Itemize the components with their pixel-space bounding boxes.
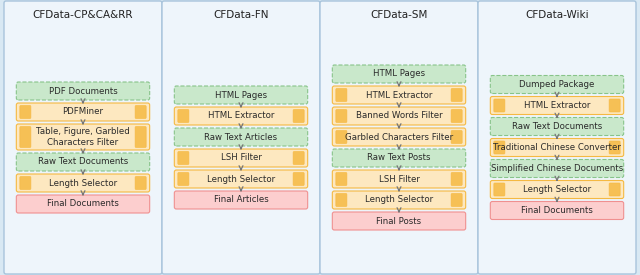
Text: PDFMiner: PDFMiner bbox=[63, 108, 104, 117]
Text: HTML Pages: HTML Pages bbox=[373, 70, 425, 78]
Text: HTML Pages: HTML Pages bbox=[215, 90, 267, 100]
FancyBboxPatch shape bbox=[178, 172, 189, 186]
FancyBboxPatch shape bbox=[478, 1, 636, 274]
FancyBboxPatch shape bbox=[490, 117, 623, 136]
Text: CFData-CP&CA&RR: CFData-CP&CA&RR bbox=[33, 10, 133, 20]
FancyBboxPatch shape bbox=[174, 107, 308, 125]
Text: Raw Text Documents: Raw Text Documents bbox=[512, 122, 602, 131]
FancyBboxPatch shape bbox=[609, 99, 620, 112]
FancyBboxPatch shape bbox=[494, 183, 505, 196]
FancyBboxPatch shape bbox=[451, 131, 462, 144]
FancyBboxPatch shape bbox=[320, 1, 478, 274]
FancyBboxPatch shape bbox=[332, 191, 466, 209]
Text: Raw Text Documents: Raw Text Documents bbox=[38, 158, 128, 166]
FancyBboxPatch shape bbox=[332, 149, 466, 167]
FancyBboxPatch shape bbox=[293, 172, 304, 186]
FancyBboxPatch shape bbox=[17, 103, 150, 121]
FancyBboxPatch shape bbox=[490, 180, 623, 199]
FancyBboxPatch shape bbox=[20, 177, 31, 189]
Text: Length Selector: Length Selector bbox=[523, 185, 591, 194]
Text: CFData-Wiki: CFData-Wiki bbox=[525, 10, 589, 20]
Text: Table, Figure, Garbled
Characters Filter: Table, Figure, Garbled Characters Filter bbox=[36, 127, 130, 147]
Text: Final Documents: Final Documents bbox=[521, 206, 593, 215]
FancyBboxPatch shape bbox=[490, 76, 623, 94]
FancyBboxPatch shape bbox=[490, 97, 623, 114]
FancyBboxPatch shape bbox=[336, 172, 347, 186]
Text: PDF Documents: PDF Documents bbox=[49, 87, 117, 95]
FancyBboxPatch shape bbox=[174, 191, 308, 209]
FancyBboxPatch shape bbox=[162, 1, 320, 274]
FancyBboxPatch shape bbox=[490, 139, 623, 156]
FancyBboxPatch shape bbox=[451, 109, 462, 122]
Text: Length Selector: Length Selector bbox=[49, 178, 117, 188]
FancyBboxPatch shape bbox=[332, 128, 466, 146]
FancyBboxPatch shape bbox=[490, 160, 623, 177]
FancyBboxPatch shape bbox=[174, 86, 308, 104]
Text: Length Selector: Length Selector bbox=[207, 175, 275, 183]
Text: Dumped Package: Dumped Package bbox=[519, 80, 595, 89]
Text: Raw Text Articles: Raw Text Articles bbox=[204, 133, 278, 142]
FancyBboxPatch shape bbox=[332, 170, 466, 188]
FancyBboxPatch shape bbox=[490, 202, 623, 219]
Text: HTML Extractor: HTML Extractor bbox=[366, 90, 432, 100]
FancyBboxPatch shape bbox=[336, 89, 347, 101]
FancyBboxPatch shape bbox=[293, 152, 304, 164]
FancyBboxPatch shape bbox=[451, 194, 462, 207]
Text: HTML Extractor: HTML Extractor bbox=[524, 101, 590, 110]
FancyBboxPatch shape bbox=[336, 109, 347, 122]
FancyBboxPatch shape bbox=[20, 126, 31, 147]
FancyBboxPatch shape bbox=[17, 124, 150, 150]
FancyBboxPatch shape bbox=[174, 128, 308, 146]
Text: Final Documents: Final Documents bbox=[47, 199, 119, 208]
FancyBboxPatch shape bbox=[494, 141, 505, 154]
FancyBboxPatch shape bbox=[332, 65, 466, 83]
Text: CFData-FN: CFData-FN bbox=[213, 10, 269, 20]
Text: CFData-SM: CFData-SM bbox=[371, 10, 428, 20]
FancyBboxPatch shape bbox=[17, 195, 150, 213]
FancyBboxPatch shape bbox=[174, 170, 308, 188]
Text: Traditional Chinese Converter: Traditional Chinese Converter bbox=[493, 143, 621, 152]
Text: HTML Extractor: HTML Extractor bbox=[208, 111, 274, 120]
Text: LSH Filter: LSH Filter bbox=[221, 153, 261, 163]
FancyBboxPatch shape bbox=[178, 109, 189, 122]
Text: Banned Words Filter: Banned Words Filter bbox=[356, 111, 442, 120]
FancyBboxPatch shape bbox=[609, 141, 620, 154]
Text: Final Articles: Final Articles bbox=[214, 196, 268, 205]
FancyBboxPatch shape bbox=[17, 153, 150, 171]
FancyBboxPatch shape bbox=[332, 107, 466, 125]
FancyBboxPatch shape bbox=[332, 212, 466, 230]
FancyBboxPatch shape bbox=[20, 106, 31, 119]
FancyBboxPatch shape bbox=[17, 82, 150, 100]
Text: LSH Filter: LSH Filter bbox=[379, 175, 419, 183]
Text: Final Posts: Final Posts bbox=[376, 216, 422, 226]
FancyBboxPatch shape bbox=[135, 126, 146, 147]
FancyBboxPatch shape bbox=[4, 1, 162, 274]
Text: Length Selector: Length Selector bbox=[365, 196, 433, 205]
FancyBboxPatch shape bbox=[293, 109, 304, 122]
FancyBboxPatch shape bbox=[17, 174, 150, 192]
FancyBboxPatch shape bbox=[494, 99, 505, 112]
FancyBboxPatch shape bbox=[178, 152, 189, 164]
FancyBboxPatch shape bbox=[609, 183, 620, 196]
Text: Raw Text Posts: Raw Text Posts bbox=[367, 153, 431, 163]
FancyBboxPatch shape bbox=[451, 89, 462, 101]
FancyBboxPatch shape bbox=[451, 172, 462, 186]
FancyBboxPatch shape bbox=[336, 194, 347, 207]
FancyBboxPatch shape bbox=[135, 106, 146, 119]
FancyBboxPatch shape bbox=[174, 149, 308, 167]
Text: Simplified Chinese Documents: Simplified Chinese Documents bbox=[491, 164, 623, 173]
FancyBboxPatch shape bbox=[135, 177, 146, 189]
FancyBboxPatch shape bbox=[332, 86, 466, 104]
Text: Garbled Characters Filter: Garbled Characters Filter bbox=[345, 133, 453, 142]
FancyBboxPatch shape bbox=[336, 131, 347, 144]
